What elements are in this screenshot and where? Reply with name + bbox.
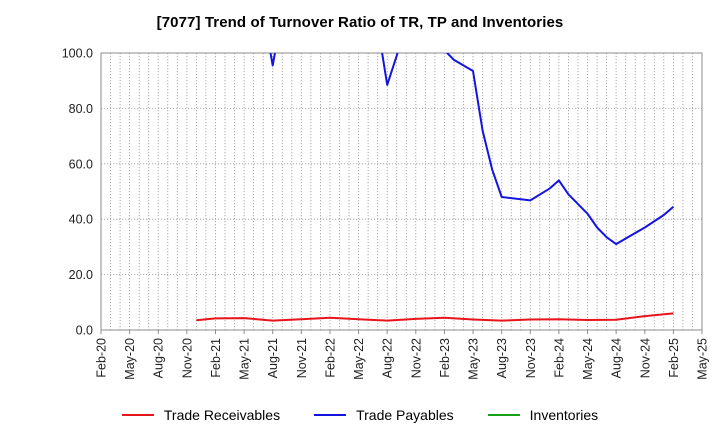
x-tick-label: Feb-25 bbox=[667, 338, 681, 378]
plot-area-frame bbox=[100, 52, 703, 331]
chart-title: [7077] Trend of Turnover Ratio of TR, TP… bbox=[156, 14, 564, 31]
x-tick-label: Aug-24 bbox=[610, 338, 624, 378]
x-tick-label: Aug-21 bbox=[266, 338, 280, 378]
legend-swatch-trade-receivables bbox=[121, 414, 154, 416]
y-tick-label: 60.0 bbox=[69, 157, 93, 171]
legend-label-trade-receivables: Trade Receivables bbox=[163, 407, 281, 423]
x-tick-label: May-25 bbox=[696, 338, 710, 380]
x-tick-label: May-20 bbox=[123, 338, 137, 380]
x-tick-label: Nov-24 bbox=[638, 338, 652, 378]
x-tick-label: Feb-20 bbox=[95, 338, 109, 378]
x-tick-label: May-22 bbox=[352, 338, 366, 380]
legend-swatch-inventories bbox=[487, 414, 520, 416]
y-tick-label: 100.0 bbox=[62, 47, 93, 61]
y-tick-label: 40.0 bbox=[69, 213, 93, 227]
series-line-trade-payables bbox=[381, 53, 399, 86]
legend: Trade Receivables Trade Payables Invento… bbox=[0, 404, 720, 426]
legend-item-inventories: Inventories bbox=[487, 407, 599, 423]
x-tick-label: Nov-20 bbox=[180, 338, 194, 378]
series-line-trade-receivables bbox=[196, 312, 674, 322]
legend-item-trade-payables: Trade Payables bbox=[314, 407, 454, 423]
line-chart: 0.0 20.0 40.0 60.0 80.0 100.0 Feb-20 May-20 Aug-… bbox=[62, 47, 710, 380]
x-tick-label: May-24 bbox=[581, 338, 595, 380]
x-tick-label: Feb-23 bbox=[438, 338, 452, 378]
x-tick-label: Feb-24 bbox=[552, 338, 566, 378]
y-tick-label: 80.0 bbox=[69, 102, 93, 116]
legend-label-trade-payables: Trade Payables bbox=[356, 407, 454, 423]
x-tick-label: Nov-22 bbox=[409, 338, 423, 378]
x-tick-label: May-21 bbox=[238, 338, 252, 380]
x-tick-label: Aug-23 bbox=[495, 338, 509, 378]
legend-label-inventories: Inventories bbox=[529, 407, 599, 423]
x-tick-label: Aug-22 bbox=[381, 338, 395, 378]
x-tick-label: Feb-22 bbox=[324, 338, 338, 378]
x-tick-label: Feb-21 bbox=[209, 338, 223, 378]
legend-swatch-trade-payables bbox=[314, 414, 347, 416]
legend-item-trade-receivables: Trade Receivables bbox=[121, 407, 281, 423]
series-line-trade-payables bbox=[269, 53, 276, 67]
x-tick-label: Aug-20 bbox=[152, 338, 166, 378]
x-tick-label: Nov-21 bbox=[295, 338, 309, 378]
y-tick-label: 0.0 bbox=[76, 324, 93, 338]
x-tick-label: Nov-23 bbox=[524, 338, 538, 378]
series-line-trade-payables bbox=[445, 53, 675, 246]
x-tick-label: May-23 bbox=[467, 338, 481, 380]
y-tick-label: 20.0 bbox=[69, 268, 93, 282]
